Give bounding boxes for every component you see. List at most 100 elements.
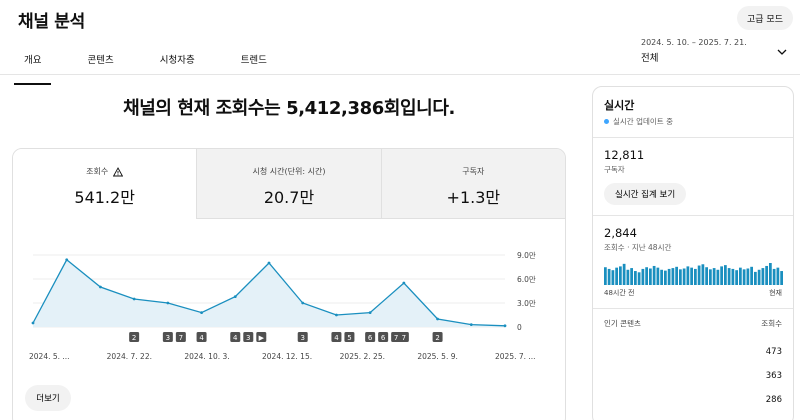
event-marker [162,332,173,342]
event-marker-label: 7 [394,334,398,342]
views-data-point [31,321,35,325]
event-marker [331,332,342,342]
chevron-down-icon [777,49,787,55]
warning-icon[interactable] [113,166,124,177]
popular-content-label: 인기 콘텐츠 [604,319,641,328]
realtime-bar [731,268,735,285]
tab-content[interactable]: 콘텐츠 [87,55,114,66]
realtime-bar [769,263,772,285]
live-dot-icon [604,119,609,124]
realtime-bar [607,268,611,285]
views-data-point [368,311,372,314]
tab-trends[interactable]: 트렌드 [240,55,267,66]
event-marker [196,332,207,342]
realtime-bar [746,268,750,285]
x-tick-label: 2024. 7. 22. [107,352,152,361]
realtime-bar [765,265,768,285]
realtime-bar [619,266,622,285]
views-area [33,259,505,327]
realtime-bar [772,268,776,285]
realtime-bar [709,269,712,285]
popular-item-views: 473 [765,347,782,357]
y-tick-label: 3.0만 [517,299,536,308]
metric-tabs: 조회수 541.2만 시청 시간(단위: 시간) 20.7만 구독자 +1.3만 [13,149,565,219]
realtime-bar [701,264,705,285]
divider [593,215,793,216]
x-tick-label: 2025. 2. 25. [340,352,385,361]
x-tick-label: 2024. 12. 15. [262,352,312,361]
x-tick-label: 2025. 7. ... [495,352,536,361]
x-tick-label: 2025. 5. 9. [417,352,458,361]
realtime-subscribers-label: 구독자 [604,165,625,174]
metric-label: 조회수 [86,167,109,176]
realtime-bar [682,268,686,285]
event-marker-label: 7 [402,334,406,342]
event-marker-label: 4 [334,334,339,342]
advanced-mode-button[interactable]: 고급 모드 [737,6,793,30]
realtime-views: 2,844 [604,226,637,240]
see-more-button[interactable]: 더보기 [25,385,71,411]
realtime-bar [664,270,667,285]
views-data-point [301,301,305,305]
popular-item-views: 286 [765,395,782,405]
tab-overview[interactable]: 개요 [14,48,52,85]
total-views-headline: 채널의 현재 조회수는 5,412,386회입니다. [123,98,455,119]
realtime-bar-chart[interactable] [604,261,784,285]
y-tick-label: 0 [517,323,522,332]
metric-tab-subscribers[interactable]: 구독자 +1.3만 [380,149,565,219]
views-data-point [503,324,507,328]
realtime-panel: 실시간 실시간 업데이트 중 12,811 구독자 실시간 집계 보기 2,84… [592,86,794,420]
realtime-bar [739,267,742,285]
realtime-bar [735,270,738,285]
realtime-bar [712,268,716,285]
realtime-bar [720,266,723,285]
realtime-view-button[interactable]: 실시간 집계 보기 [604,183,687,205]
event-marker [432,332,443,342]
views-data-point [402,281,406,285]
x-tick-label: 2024. 5. ... [29,352,70,361]
event-marker-label: 2 [435,334,439,342]
event-marker [243,332,254,342]
metric-tab-watch-time[interactable]: 시청 시간(단위: 시간) 20.7만 [196,149,381,219]
realtime-bar [656,267,660,285]
date-range-dates: 2024. 5. 10. – 2025. 7. 21. [641,38,747,47]
realtime-bar [675,266,678,285]
metric-tab-views[interactable]: 조회수 541.2만 [13,149,197,219]
realtime-bar [645,267,648,285]
event-marker-label: 4 [199,334,204,342]
realtime-bar [727,268,731,285]
date-range-selector[interactable]: 2024. 5. 10. – 2025. 7. 21. 전체 [641,38,791,64]
realtime-bar [637,272,641,285]
y-tick-label: 6.0만 [517,275,536,284]
header-divider [0,74,800,75]
event-marker [344,332,355,342]
event-marker [378,332,389,342]
realtime-bar [776,267,780,285]
realtime-subscribers: 12,811 [604,148,645,162]
realtime-title: 실시간 [604,99,635,112]
tab-audience[interactable]: 시청자층 [159,55,195,66]
realtime-bar [754,271,757,285]
views-data-point [233,295,237,298]
realtime-bar [622,263,626,285]
realtime-status: 실시간 업데이트 중 [613,117,673,126]
realtime-bar [626,269,630,285]
popular-item-views: 363 [765,371,782,381]
event-marker-label: 3 [166,334,170,342]
event-marker-label: 3 [246,334,250,342]
event-marker [365,332,376,342]
views-data-point [436,317,439,321]
realtime-bar [686,266,690,285]
event-marker [256,332,267,342]
popular-metric-label: 조회수 [761,319,782,328]
event-marker [129,332,140,342]
metric-label: 시청 시간(단위: 시간) [252,167,326,176]
event-marker-label: 6 [368,334,373,342]
divider [593,308,793,309]
realtime-bar [724,265,727,285]
realtime-views-label: 조회수 · 지난 48시간 [604,243,672,252]
views-data-point [166,301,170,305]
realtime-bar [716,269,720,285]
bar-axis-right: 현재 [769,289,782,297]
